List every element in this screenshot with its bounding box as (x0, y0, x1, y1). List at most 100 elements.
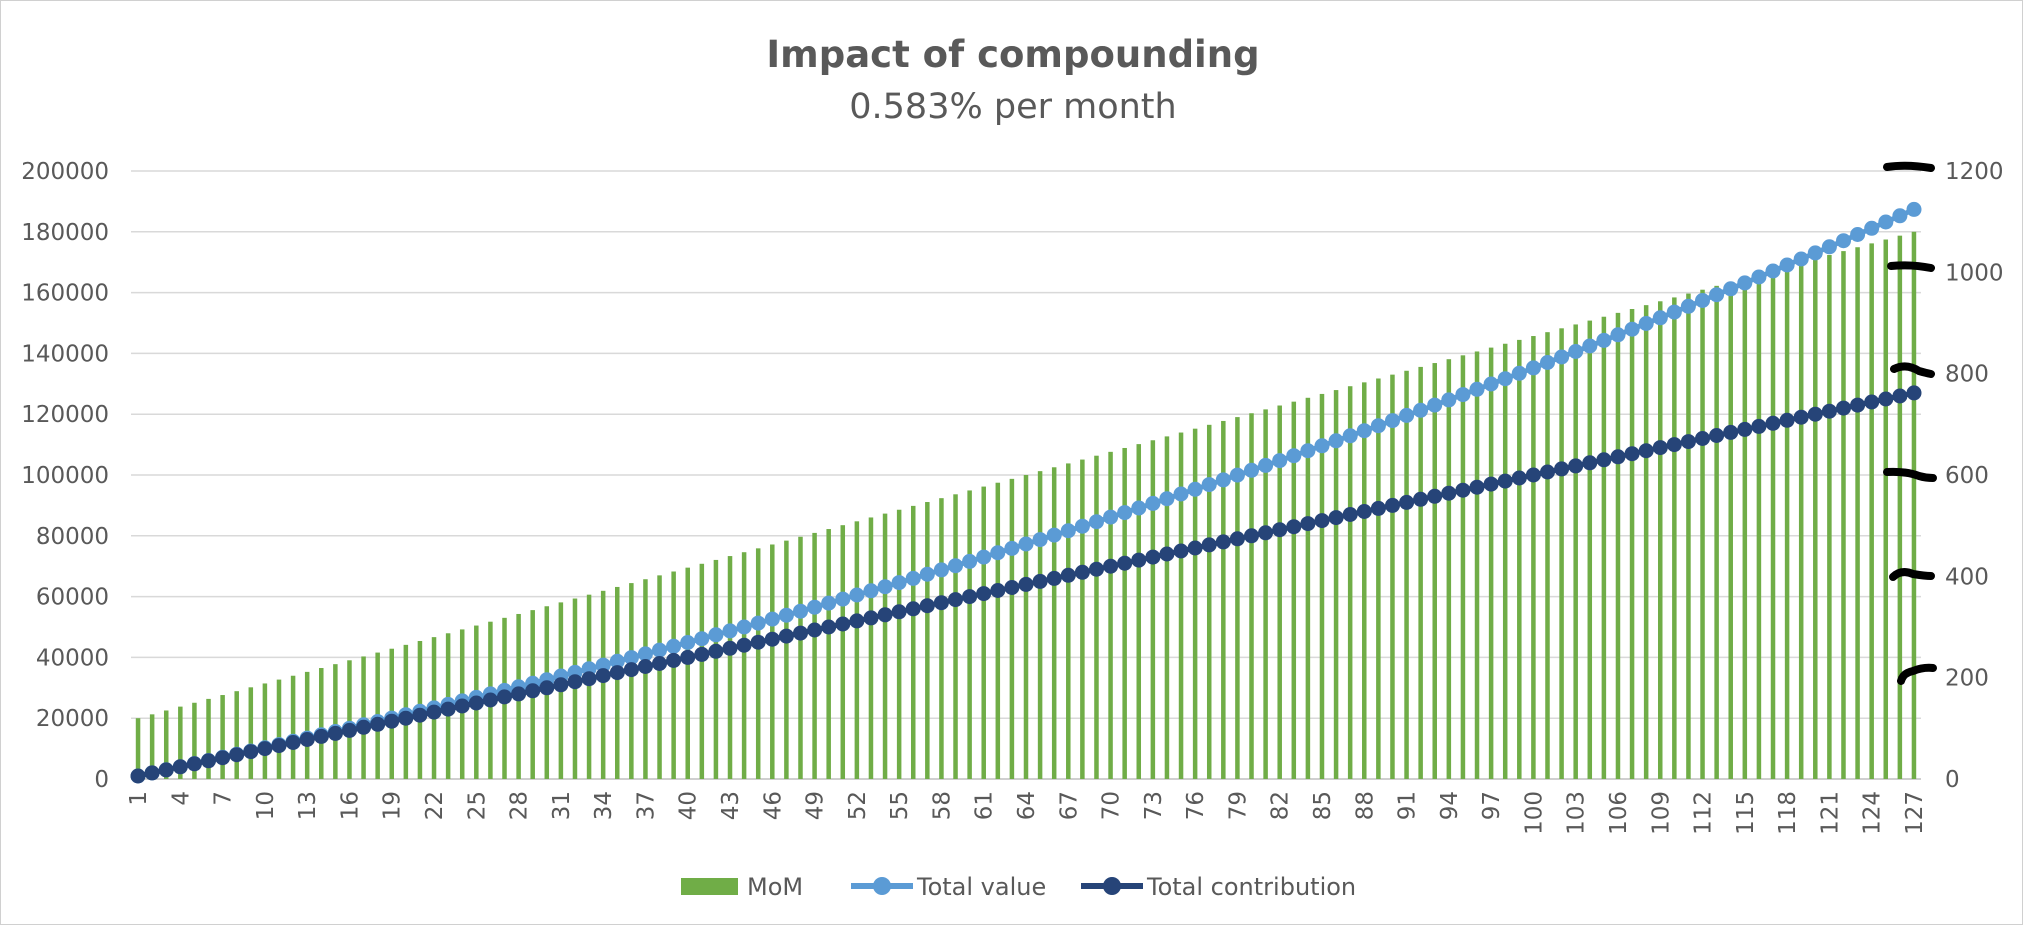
mom-bar (615, 586, 620, 779)
total-contribution-marker (1680, 434, 1696, 450)
total-contribution-marker (229, 747, 245, 763)
total-value-marker (1159, 491, 1175, 507)
mom-bar (868, 517, 874, 779)
right-axis-labels: 0 200 400 600 800 1000 1200 (1945, 159, 2004, 793)
total-contribution-marker (342, 722, 357, 738)
total-value-marker (680, 635, 696, 650)
mom-bar (1587, 320, 1593, 779)
mom-bar (1066, 463, 1071, 779)
total-contribution-marker (609, 665, 625, 681)
mom-bar (812, 532, 817, 779)
total-contribution-marker (1173, 543, 1189, 559)
total-value-marker (962, 553, 978, 569)
total-value-marker (1173, 486, 1189, 502)
total-contribution-marker (1892, 388, 1908, 404)
total-contribution-marker (1244, 528, 1259, 544)
total-contribution-marker (1723, 424, 1739, 440)
mom-bar (1150, 440, 1156, 779)
left-axis-tick-label: 0 (94, 767, 109, 793)
total-value-marker (793, 603, 808, 619)
x-axis-tick-label: 37 (633, 791, 659, 820)
x-axis-tick-label: 19 (380, 791, 406, 820)
mom-bar (953, 494, 958, 779)
mom-bar (149, 714, 155, 779)
x-axis-tick-label: 79 (1225, 791, 1251, 820)
x-axis-tick-label: 82 (1268, 791, 1294, 820)
total-value-marker (1004, 540, 1020, 556)
total-value-marker (1103, 509, 1119, 525)
total-value-marker (1272, 453, 1288, 469)
total-contribution-marker (1497, 473, 1513, 489)
total-contribution-marker (1540, 464, 1555, 480)
total-value-marker (1596, 332, 1612, 348)
total-value-marker (1258, 457, 1274, 473)
x-axis-labels: 1 4 7 10 13 16 19 22 25 28 31 34 37 40 43 46 49 52 55 58 61 6… (126, 791, 1928, 835)
total-contribution-marker (680, 649, 696, 665)
mom-bar (304, 671, 310, 779)
total-contribution-marker (976, 586, 992, 602)
total-contribution-marker (581, 671, 597, 687)
total-contribution-marker (482, 692, 498, 708)
total-contribution-marker (1596, 452, 1612, 468)
total-contribution-marker (370, 716, 386, 732)
mom-bar (1390, 374, 1395, 779)
total-value-marker (708, 627, 724, 643)
right-axis-tick-label: 1000 (1945, 260, 2004, 286)
mom-bar (248, 687, 254, 779)
total-contribution-marker (215, 750, 231, 766)
mom-bar (1460, 355, 1466, 779)
total-contribution-marker (1469, 479, 1485, 495)
mom-bar (925, 502, 930, 779)
total-value-marker (1511, 365, 1527, 381)
mom-bar (1756, 274, 1762, 779)
mom-bar (1827, 254, 1832, 779)
mom-bar (276, 679, 282, 779)
x-axis-tick-label: 7 (211, 791, 237, 806)
x-axis-tick-label: 10 (253, 791, 279, 820)
total-contribution-marker (1695, 431, 1710, 446)
mom-bar (333, 664, 338, 779)
total-value-marker (1624, 321, 1640, 337)
mom-bar (1883, 239, 1889, 779)
total-contribution-marker (666, 652, 682, 668)
total-contribution-marker (130, 768, 146, 784)
total-contribution-marker (1018, 576, 1034, 592)
mom-bar (1263, 409, 1268, 779)
total-value-marker (990, 545, 1006, 561)
x-axis-tick-label: 103 (1564, 791, 1590, 835)
total-value-marker (863, 583, 879, 599)
mom-bars (135, 231, 1917, 780)
total-value-marker (637, 646, 653, 662)
total-value-marker (736, 619, 752, 635)
mom-bar (896, 509, 902, 779)
total-contribution-marker (750, 634, 766, 650)
mom-bar (1235, 417, 1240, 779)
x-axis-tick-label: 94 (1437, 791, 1463, 820)
total-contribution-marker (1370, 500, 1386, 516)
total-contribution-marker (708, 643, 724, 659)
mom-bar (1108, 451, 1113, 779)
mom-bar (1291, 401, 1297, 779)
total-value-marker (1723, 281, 1739, 297)
mom-bar (1221, 420, 1226, 779)
total-contribution-marker (863, 610, 879, 626)
total-contribution-marker (1046, 570, 1062, 586)
mom-bar (798, 536, 803, 779)
mom-bar (1277, 405, 1282, 779)
mom-bar (1080, 459, 1085, 779)
total-contribution-marker (821, 619, 837, 635)
total-contribution-marker (1004, 580, 1020, 595)
x-axis-tick-label: 115 (1733, 791, 1759, 835)
total-contribution-marker (1286, 519, 1302, 535)
mom-bar (600, 590, 606, 779)
mom-bar (1714, 285, 1719, 779)
mom-bar (1037, 471, 1043, 779)
left-axis-tick-label: 180000 (21, 220, 109, 246)
total-value-marker (1131, 500, 1147, 516)
mom-bar (981, 486, 986, 779)
total-contribution-marker (285, 735, 301, 750)
mom-bar (882, 513, 888, 779)
x-axis-tick-label: 40 (676, 791, 702, 820)
total-contribution-marker (440, 701, 456, 717)
